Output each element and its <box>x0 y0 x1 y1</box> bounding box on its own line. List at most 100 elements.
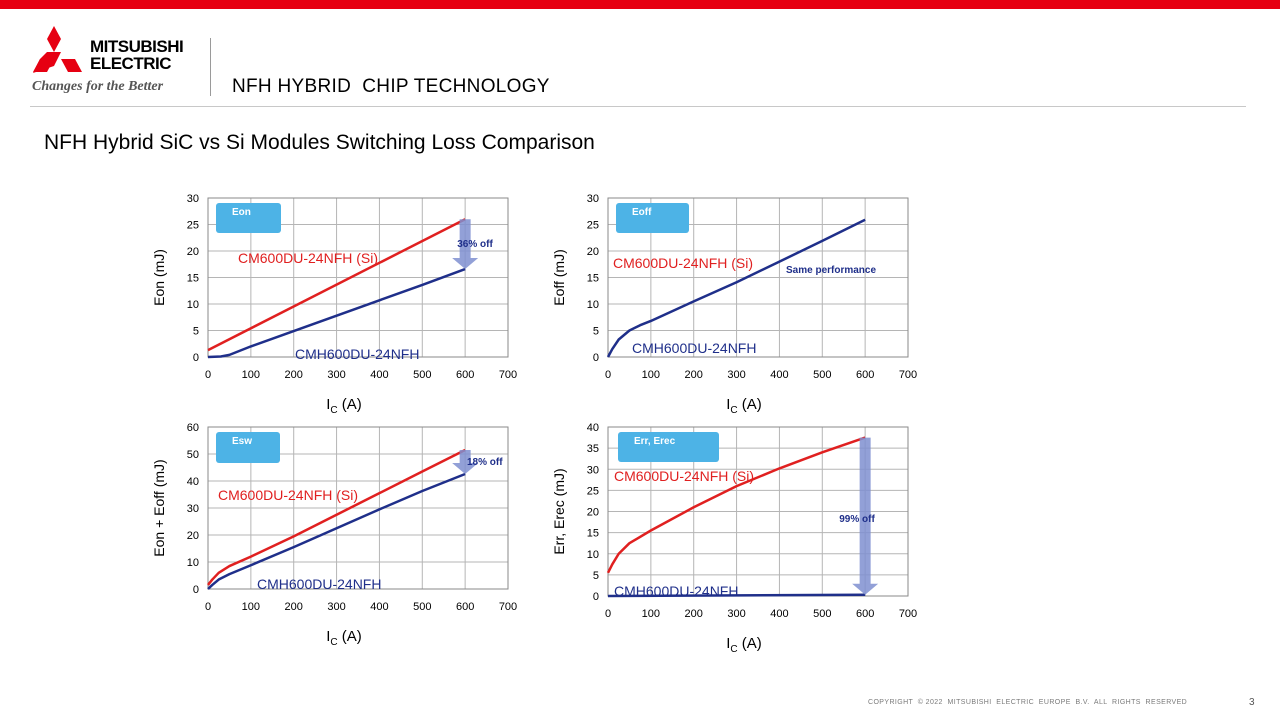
x-tick-label: 200 <box>285 601 303 613</box>
y-tick-label: 40 <box>587 422 599 434</box>
logo-diamond-top <box>47 26 61 52</box>
logo-brand-line2: ELECTRIC <box>90 54 171 73</box>
page-title: NFH Hybrid SiC vs Si Modules Switching L… <box>44 131 595 154</box>
hybrid-series-label: CMH600DU-24NFH <box>614 583 738 599</box>
y-tick-label: 10 <box>187 557 199 569</box>
y-tick-label: 0 <box>193 352 199 364</box>
y-tick-label: 5 <box>593 570 599 582</box>
x-tick-label: 700 <box>899 369 917 381</box>
x-tick-label: 400 <box>370 369 388 381</box>
y-tick-label: 30 <box>187 503 199 515</box>
x-tick-label: 300 <box>327 601 345 613</box>
y-tick-label: 60 <box>187 422 199 434</box>
y-tick-label: 10 <box>587 549 599 561</box>
si-series-label: CM600DU-24NFH (Si) <box>218 487 358 503</box>
si-series-line <box>207 218 466 352</box>
y-tick-label: 25 <box>587 220 599 232</box>
chart-annotation: 18% off <box>467 457 503 468</box>
x-axis-label: IC (A) <box>726 635 762 655</box>
hybrid-series-label: CMH600DU-24NFH <box>257 576 381 592</box>
chart-badge <box>618 432 719 462</box>
x-tick-label: 0 <box>205 601 211 613</box>
y-tick-label: 20 <box>187 246 199 258</box>
y-tick-label: 0 <box>593 352 599 364</box>
si-series-label: CM600DU-24NFH (Si) <box>238 250 378 266</box>
y-tick-label: 0 <box>193 584 199 596</box>
y-tick-label: 5 <box>593 326 599 338</box>
plot-frame <box>207 426 509 590</box>
x-tick-label: 0 <box>605 608 611 620</box>
x-tick-label: 500 <box>813 608 831 620</box>
hybrid-series-line <box>207 267 466 359</box>
err-chart: 0 100 200 300 400 500 600 700 0 5 10 15 20 25 30 35 40 IC… <box>551 422 917 655</box>
x-tick-label: 700 <box>499 369 517 381</box>
chart-annotation: 36% off <box>457 239 493 250</box>
y-tick-label: 15 <box>187 273 199 285</box>
footer-copyright: COPYRIGHT © 2022 MITSUBISHI ELECTRIC EUR… <box>868 699 1188 706</box>
chart-badge-label: Esw <box>232 436 252 447</box>
y-tick-label: 20 <box>187 530 199 542</box>
hybrid-series-line <box>606 218 866 358</box>
x-tick-label: 700 <box>499 601 517 613</box>
chart-annotation: Same performance <box>786 265 876 276</box>
x-tick-label: 600 <box>456 601 474 613</box>
chart-badge-label: Eoff <box>632 207 652 218</box>
y-tick-label: 15 <box>587 273 599 285</box>
y-tick-label: 30 <box>587 193 599 205</box>
y-tick-label: 25 <box>587 485 599 497</box>
reduction-arrow <box>852 437 879 595</box>
y-tick-label: 30 <box>187 193 199 205</box>
x-tick-label: 500 <box>813 369 831 381</box>
hybrid-series-line <box>607 593 866 598</box>
si-series-label: CM600DU-24NFH (Si) <box>614 468 754 484</box>
chart-annotation: 99% off <box>839 514 875 525</box>
mitsubishi-logo: MITSUBISHI ELECTRIC Changes for the Bett… <box>32 26 184 94</box>
x-tick-label: 200 <box>285 369 303 381</box>
y-tick-label: 20 <box>587 507 599 519</box>
si-series-line <box>207 448 466 586</box>
x-tick-label: 100 <box>242 369 260 381</box>
y-tick-label: 10 <box>187 299 199 311</box>
y-tick-label: 40 <box>187 476 199 488</box>
x-axis-label: IC (A) <box>726 396 762 416</box>
x-tick-label: 600 <box>856 369 874 381</box>
y-tick-label: 20 <box>587 246 599 258</box>
y-axis-label: Eon + Eoff (mJ) <box>151 459 167 556</box>
x-tick-label: 400 <box>370 601 388 613</box>
x-tick-label: 0 <box>205 369 211 381</box>
x-tick-label: 600 <box>856 608 874 620</box>
eon-chart: 0 100 200 300 400 500 600 700 0 5 10 15 20 25 30 IC (A)… <box>151 193 517 416</box>
y-tick-label: 10 <box>587 299 599 311</box>
top-accent-bar <box>0 0 1280 9</box>
x-tick-label: 500 <box>413 601 431 613</box>
chart-badge <box>216 432 280 463</box>
page-number: 3 <box>1249 697 1255 708</box>
chart-badge-label: Err, Erec <box>634 436 676 447</box>
x-axis-label: IC (A) <box>326 628 362 648</box>
chart-badge-label: Eon <box>232 207 251 218</box>
hybrid-series-label: CMH600DU-24NFH <box>295 346 419 362</box>
x-tick-label: 500 <box>413 369 431 381</box>
header-rule <box>30 106 1246 107</box>
x-tick-label: 100 <box>642 369 660 381</box>
y-tick-label: 15 <box>587 528 599 540</box>
x-axis-label: IC (A) <box>326 396 362 416</box>
chart-badge <box>216 203 281 233</box>
logo-tagline: Changes for the Better <box>32 79 164 94</box>
reduction-arrow <box>452 449 479 474</box>
y-tick-label: 5 <box>193 326 199 338</box>
section-title: NFH HYBRID CHIP TECHNOLOGY <box>232 76 550 97</box>
header-divider <box>210 38 211 96</box>
esw-chart: 0 100 200 300 400 500 600 700 0 10 20 30 40 50 60 IC (A… <box>151 422 517 648</box>
reduction-arrow <box>452 219 479 270</box>
logo-diamond-left-fix <box>33 59 54 72</box>
x-tick-label: 400 <box>770 608 788 620</box>
x-tick-label: 0 <box>605 369 611 381</box>
y-axis-label: Eoff (mJ) <box>551 249 567 306</box>
chart-badge <box>616 203 689 233</box>
x-tick-label: 200 <box>685 369 703 381</box>
x-tick-label: 100 <box>642 608 660 620</box>
hybrid-series-line <box>207 472 466 590</box>
hybrid-series-label: CMH600DU-24NFH <box>632 340 756 356</box>
x-tick-label: 300 <box>327 369 345 381</box>
